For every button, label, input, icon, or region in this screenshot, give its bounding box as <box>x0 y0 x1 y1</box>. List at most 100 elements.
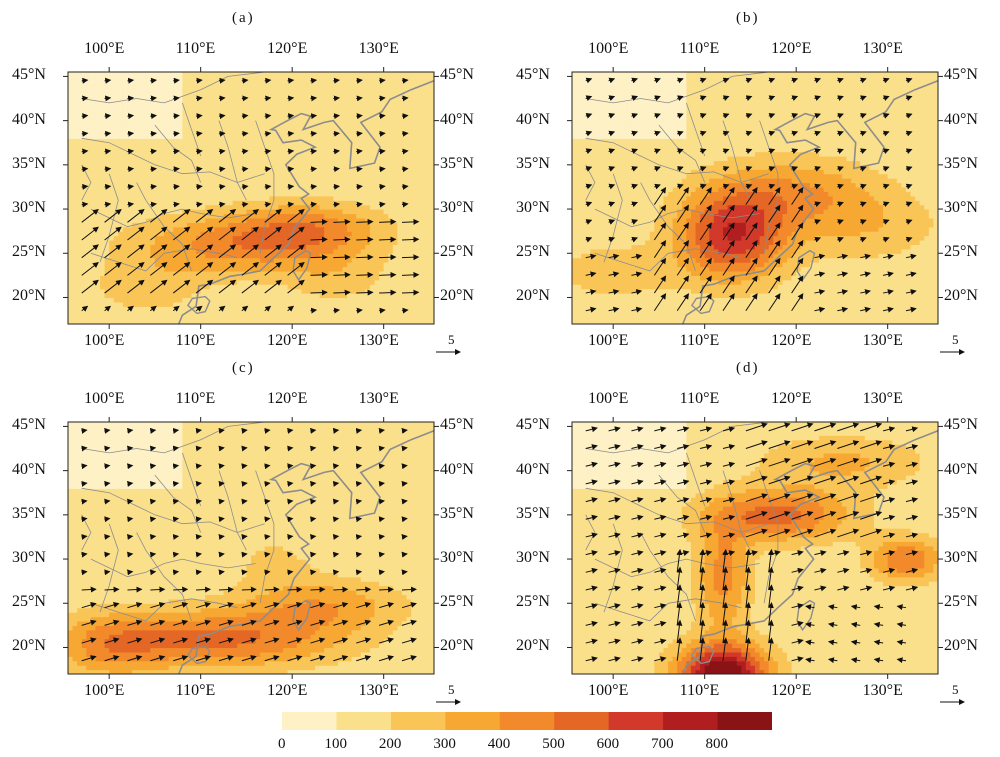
lon-tick-label-top: 100°E <box>588 40 629 57</box>
lon-tick-label-bottom: 110°E <box>679 682 720 699</box>
lon-tick-label-top: 110°E <box>175 390 216 407</box>
lon-tick-label-top: 130°E <box>862 40 903 57</box>
lon-tick-label-bottom: 130°E <box>358 332 399 349</box>
colorbar-swatch <box>336 712 392 730</box>
lat-tick-label-right: 40°N <box>440 110 474 128</box>
lat-tick-label-left: 35°N <box>12 504 46 522</box>
wind-vectors <box>81 427 417 662</box>
colorbar-swatch <box>717 712 773 730</box>
lon-tick-label-top: 100°E <box>588 390 629 407</box>
lat-tick-label-right: 40°N <box>944 460 978 478</box>
lat-tick-label-right: 20°N <box>944 287 978 305</box>
lon-tick-label-bottom: 110°E <box>175 332 216 349</box>
colorbar-tick-label: 800 <box>705 736 729 752</box>
lat-tick-label-left: 45°N <box>516 66 550 84</box>
lon-tick-label-top: 130°E <box>358 390 399 407</box>
colorbar-swatches <box>282 712 773 730</box>
lat-tick-label-left: 45°N <box>12 416 46 434</box>
lon-tick-label-top: 120°E <box>267 390 308 407</box>
lat-tick-label-left: 35°N <box>516 504 550 522</box>
lon-tick-label-bottom: 120°E <box>771 332 812 349</box>
lat-tick-label-right: 35°N <box>440 504 474 522</box>
lat-tick-label-left: 35°N <box>12 154 46 172</box>
lat-tick-label-left: 30°N <box>12 549 46 567</box>
lat-tick-label-right: 25°N <box>440 593 474 611</box>
reference-vector-label: 5 <box>448 332 455 347</box>
lat-tick-label-right: 30°N <box>944 549 978 567</box>
lat-tick-label-left: 20°N <box>516 637 550 655</box>
lat-tick-label-left: 35°N <box>516 154 550 172</box>
lat-tick-label-right: 45°N <box>944 66 978 84</box>
wind-vectors <box>585 77 917 313</box>
lon-tick-label-bottom: 100°E <box>588 682 629 699</box>
colorbar-tick-label: 200 <box>378 736 402 752</box>
lat-tick-label-right: 45°N <box>440 416 474 434</box>
lon-tick-label-bottom: 130°E <box>358 682 399 699</box>
shaded-field <box>572 422 938 674</box>
lon-tick-label-bottom: 100°E <box>588 332 629 349</box>
lon-tick-label-bottom: 120°E <box>267 682 308 699</box>
colorbar-swatch <box>445 712 501 730</box>
lat-tick-label-left: 20°N <box>12 287 46 305</box>
lat-tick-label-right: 25°N <box>440 243 474 261</box>
lat-tick-label-right: 30°N <box>440 549 474 567</box>
colorbar-swatch <box>663 712 719 730</box>
colorbar-tick-label: 700 <box>651 736 674 752</box>
panel-d: (d) 100°E 100°E 110°E 110°E 120°E 120°E 130°E 13… <box>504 350 1000 710</box>
lat-tick-label-left: 20°N <box>12 637 46 655</box>
wind-vectors <box>81 77 420 314</box>
lat-tick-label-right: 25°N <box>944 593 978 611</box>
lat-tick-label-left: 25°N <box>516 593 550 611</box>
colorbar-swatch <box>390 712 446 730</box>
reference-vector-label: 5 <box>448 682 455 697</box>
lat-tick-label-left: 25°N <box>12 243 46 261</box>
reference-vector-label: 5 <box>952 332 959 347</box>
map-figure <box>63 417 461 705</box>
colorbar-swatch <box>499 712 555 730</box>
shaded-field <box>68 72 434 324</box>
map-figure <box>567 67 965 355</box>
lat-tick-label-left: 40°N <box>516 110 550 128</box>
lat-tick-label-left: 40°N <box>12 110 46 128</box>
wind-vectors <box>585 422 919 664</box>
lon-tick-label-top: 100°E <box>84 40 125 57</box>
lat-tick-label-right: 40°N <box>944 110 978 128</box>
lon-tick-label-bottom: 130°E <box>862 332 903 349</box>
lon-tick-label-top: 100°E <box>84 390 125 407</box>
colorbar-tick-label: 400 <box>487 736 511 752</box>
lat-tick-label-right: 30°N <box>440 199 474 217</box>
lat-tick-label-left: 25°N <box>516 243 550 261</box>
lon-tick-label-bottom: 130°E <box>862 682 903 699</box>
lat-tick-label-left: 40°N <box>516 460 550 478</box>
colorbar-tick-label: 100 <box>324 736 347 752</box>
lat-tick-label-right: 45°N <box>440 66 474 84</box>
lat-tick-label-left: 45°N <box>12 66 46 84</box>
lat-tick-label-right: 20°N <box>440 637 474 655</box>
lon-tick-label-bottom: 100°E <box>84 682 125 699</box>
colorbar-tick-label: 300 <box>433 736 456 752</box>
lat-tick-label-right: 35°N <box>944 154 978 172</box>
colorbar-swatch <box>608 712 664 730</box>
panel-c: (c) 100°E 100°E 110°E 110°E 120°E 120°E 130°E 13… <box>0 350 500 710</box>
panel-a: (a) 100°E 100°E 110°E 110°E 120°E 120°E 130°E 13… <box>0 0 500 360</box>
lon-tick-label-bottom: 100°E <box>84 332 125 349</box>
lon-tick-label-top: 110°E <box>679 40 720 57</box>
shaded-field <box>572 72 938 324</box>
map-figure <box>567 417 965 705</box>
shaded-field <box>68 422 434 674</box>
lat-tick-label-left: 20°N <box>516 287 550 305</box>
lat-tick-label-right: 25°N <box>944 243 978 261</box>
lat-tick-label-right: 35°N <box>944 504 978 522</box>
colorbar <box>282 712 773 730</box>
lat-tick-label-left: 30°N <box>12 199 46 217</box>
panel-label: (c) <box>232 360 255 376</box>
colorbar-swatch <box>282 712 337 730</box>
reference-vector-label: 5 <box>952 682 959 697</box>
lat-tick-label-right: 35°N <box>440 154 474 172</box>
lat-tick-label-right: 40°N <box>440 460 474 478</box>
lon-tick-label-bottom: 110°E <box>679 332 720 349</box>
lat-tick-label-left: 45°N <box>516 416 550 434</box>
lat-tick-label-right: 20°N <box>440 287 474 305</box>
lon-tick-label-top: 120°E <box>771 40 812 57</box>
panel-label: (d) <box>736 360 760 376</box>
